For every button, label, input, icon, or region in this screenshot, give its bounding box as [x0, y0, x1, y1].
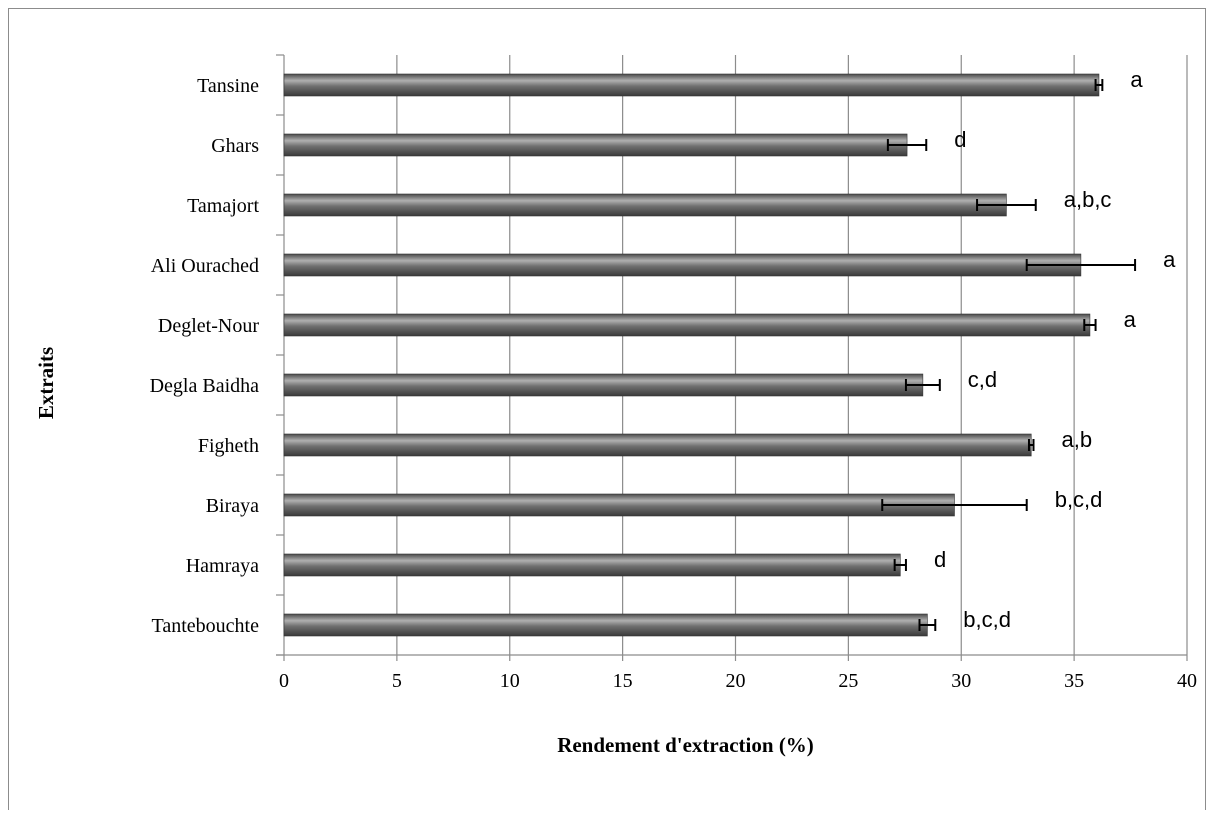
category-label: Tansine [197, 75, 259, 97]
x-tick-label: 35 [1064, 670, 1084, 692]
category-label: Ghars [211, 135, 259, 157]
bar [283, 373, 924, 397]
significance-label: a [1124, 307, 1137, 332]
significance-label: d [934, 547, 946, 572]
category-label: Ali Ourached [151, 255, 259, 277]
category-label: Tantebouchte [152, 615, 260, 637]
x-tick-label: 25 [838, 670, 858, 692]
significance-label: b,c,d [963, 607, 1011, 632]
bar [283, 253, 1082, 277]
significance-label: a,b,c [1064, 187, 1112, 212]
significance-label: c,d [968, 367, 997, 392]
bar [283, 433, 1032, 457]
bar [283, 313, 1091, 337]
y-axis-title: Extraits [34, 347, 58, 419]
category-label: Figheth [198, 435, 259, 457]
x-tick-label: 20 [726, 670, 746, 692]
x-tick-label: 5 [392, 670, 402, 692]
x-axis-title: Rendement d'extraction (%) [557, 733, 814, 757]
bar [283, 133, 908, 157]
bar [283, 553, 901, 577]
category-label: Biraya [206, 495, 259, 517]
bar [283, 73, 1100, 97]
bars [283, 73, 1137, 637]
x-tick-label: 15 [613, 670, 633, 692]
category-label: Degla Baidha [150, 375, 260, 397]
chart-frame [8, 8, 1206, 810]
labels: 0 5 10 15 20 25 30 35 40 Tansine a Ghars d Tamajort a,… [150, 67, 1197, 692]
significance-label: a [1130, 67, 1143, 92]
x-tick-label: 10 [500, 670, 520, 692]
significance-label: d [954, 127, 966, 152]
bar [283, 493, 955, 517]
x-tick-label: 30 [951, 670, 971, 692]
significance-label: a [1163, 247, 1176, 272]
x-tick-label: 40 [1177, 670, 1197, 692]
bar [283, 193, 1007, 217]
bar [283, 613, 928, 637]
significance-label: a,b [1061, 427, 1092, 452]
category-label: Tamajort [187, 195, 259, 217]
category-label: Hamraya [186, 555, 259, 577]
category-label: Deglet-Nour [158, 315, 259, 337]
x-tick-label: 0 [279, 670, 289, 692]
significance-label: b,c,d [1055, 487, 1103, 512]
